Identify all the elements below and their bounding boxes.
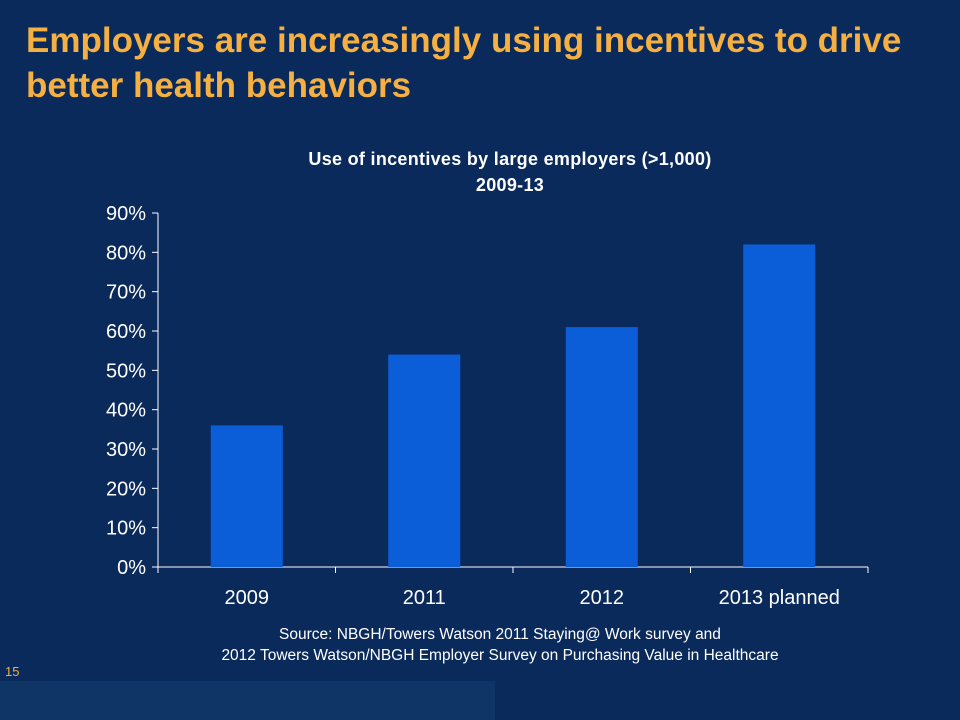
chart-title-line: Use of incentives by large employers (>1… — [308, 149, 712, 169]
bar — [210, 425, 283, 567]
page-number: 15 — [5, 664, 20, 679]
chart-subtitle: 2009-13 — [475, 175, 545, 195]
y-tick-label: 60% — [106, 321, 146, 343]
chart-title: Use of incentives by large employers (>1… — [150, 146, 870, 198]
bar — [565, 327, 638, 567]
y-tick-label: 70% — [106, 282, 146, 304]
x-tick-label: 2012 — [580, 587, 625, 609]
slide-title: Employers are increasingly using incenti… — [26, 21, 902, 105]
y-tick-label: 0% — [117, 557, 146, 579]
y-tick-label: 80% — [106, 242, 146, 264]
y-tick-label: 30% — [106, 439, 146, 461]
source-note: Source: NBGH/Towers Watson 2011 Staying@… — [130, 624, 870, 666]
footer-band — [0, 681, 495, 720]
bar — [388, 354, 461, 567]
y-tick-label: 50% — [106, 360, 146, 382]
source-line-2: 2012 Towers Watson/NBGH Employer Survey … — [221, 647, 779, 664]
y-tick-label: 90% — [106, 203, 146, 225]
y-tick-label: 20% — [106, 478, 146, 500]
x-tick-label: 2013 planned — [719, 587, 840, 609]
x-tick-label: 2011 — [403, 587, 446, 609]
x-tick-label: 2009 — [225, 587, 270, 609]
y-tick-label: 40% — [106, 400, 146, 422]
bar — [743, 244, 816, 567]
source-line-1: Source: NBGH/Towers Watson 2011 Staying@… — [279, 626, 721, 643]
y-tick-label: 10% — [106, 518, 146, 540]
